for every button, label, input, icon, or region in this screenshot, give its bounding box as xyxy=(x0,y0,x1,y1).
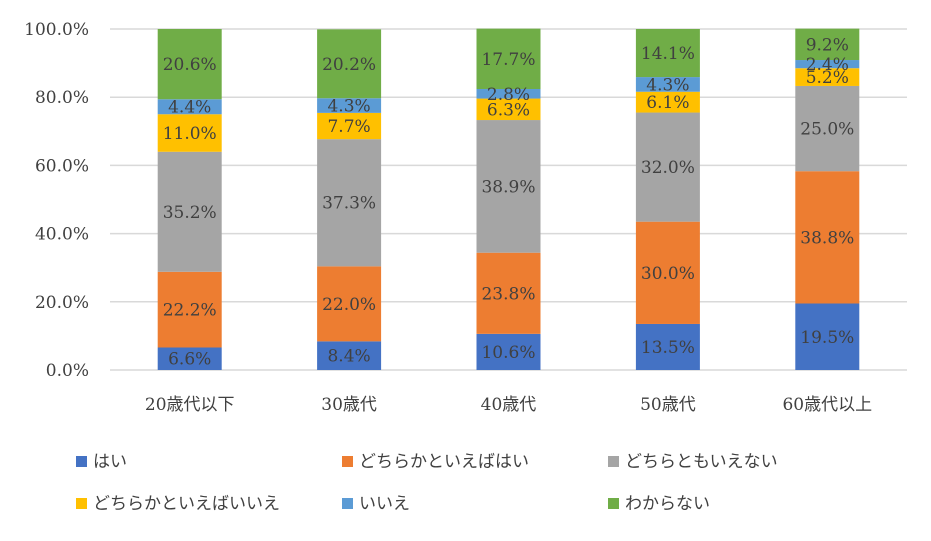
data-label: 20.6% xyxy=(163,55,217,75)
data-label: 4.3% xyxy=(646,75,689,95)
data-label: 17.7% xyxy=(481,50,535,70)
data-label: 25.0% xyxy=(800,120,854,140)
legend-swatch xyxy=(608,456,619,467)
bar-segment xyxy=(795,60,860,69)
legend-label: わからない xyxy=(625,494,710,514)
data-label: 6.6% xyxy=(168,350,211,370)
data-label: 13.5% xyxy=(641,338,695,358)
legend-swatch xyxy=(342,498,353,509)
category-label: 20歳代以下 xyxy=(145,395,235,415)
bar-segment xyxy=(317,139,382,267)
legend-label: どちらかといえばいいえ xyxy=(93,494,280,514)
bar-segment xyxy=(795,28,860,61)
data-label: 2.8% xyxy=(487,85,530,105)
bar-segment xyxy=(635,323,700,370)
category-label: 30歳代 xyxy=(321,395,377,415)
category-label: 60歳代以上 xyxy=(782,395,872,415)
data-label: 9.2% xyxy=(806,35,849,55)
data-label: 37.3% xyxy=(322,194,376,214)
y-tick-label: 20.0% xyxy=(35,293,89,313)
bar-segment xyxy=(635,29,700,78)
bar-segment xyxy=(157,29,222,100)
data-label: 14.1% xyxy=(641,44,695,64)
bar-segment xyxy=(317,29,382,99)
legend-label: はい xyxy=(93,452,127,472)
bar-segment xyxy=(795,171,860,304)
bar-segment xyxy=(795,303,860,370)
y-tick-label: 60.0% xyxy=(35,156,89,176)
y-tick-label: 100.0% xyxy=(24,20,89,40)
bar-segment xyxy=(157,347,222,370)
bar-segment xyxy=(635,91,700,113)
y-axis-tick-labels: 0.0% 20.0% 40.0% 60.0% 80.0% 100.0% xyxy=(24,20,89,381)
bar-segment xyxy=(476,89,541,99)
bar-segment xyxy=(476,252,541,334)
category-labels: 20歳代以下 30歳代 40歳代 50歳代 60歳代以上 xyxy=(145,395,872,415)
data-label: 7.7% xyxy=(327,117,370,137)
bar-segment xyxy=(157,114,222,152)
bar-segment xyxy=(635,77,700,92)
bar-segment xyxy=(317,341,382,370)
data-label: 32.0% xyxy=(641,158,695,178)
data-label: 2.4% xyxy=(806,55,849,75)
category-label: 40歳代 xyxy=(481,395,537,415)
bar-segment xyxy=(795,68,860,86)
bar-segment xyxy=(476,98,541,121)
bar-segment xyxy=(635,221,700,324)
bar-segment xyxy=(635,112,700,222)
data-label: 10.6% xyxy=(481,343,535,363)
data-label: 4.4% xyxy=(168,98,211,118)
data-label: 20.2% xyxy=(322,55,376,75)
data-label: 6.1% xyxy=(646,93,689,113)
data-label: 4.3% xyxy=(327,97,370,117)
data-label: 5.2% xyxy=(806,68,849,88)
data-label: 6.3% xyxy=(487,100,530,120)
data-label: 22.0% xyxy=(322,295,376,315)
data-label: 38.9% xyxy=(481,177,535,197)
data-label: 35.2% xyxy=(163,203,217,223)
bar-segment xyxy=(476,333,541,370)
legend-swatch xyxy=(76,456,87,467)
bar-segment xyxy=(157,151,222,272)
data-label: 11.0% xyxy=(163,124,217,144)
y-tick-label: 0.0% xyxy=(46,361,89,381)
bar-segment xyxy=(317,266,382,342)
bar-segment xyxy=(476,28,541,90)
bar-segment xyxy=(795,85,860,172)
data-labels: 6.6% 22.2% 35.2% 11.0% 4.4% 20.6% 8.4% 22.0% 37.… xyxy=(163,35,855,369)
legend-label: どちらともいえない xyxy=(625,452,778,472)
legend-swatch xyxy=(342,456,353,467)
data-label: 30.0% xyxy=(641,264,695,284)
legend-swatch xyxy=(76,498,87,509)
bar-segment xyxy=(157,99,222,115)
category-label: 50歳代 xyxy=(640,395,696,415)
legend-swatch xyxy=(608,498,619,509)
data-label: 8.4% xyxy=(327,347,370,367)
bars xyxy=(157,28,860,370)
legend-label: いいえ xyxy=(359,494,410,514)
data-label: 19.5% xyxy=(800,328,854,348)
y-tick-label: 80.0% xyxy=(35,88,89,108)
bar-segment xyxy=(476,120,541,253)
data-label: 22.2% xyxy=(163,301,217,321)
legend-label: どちらかといえばはい xyxy=(359,452,529,472)
data-label: 23.8% xyxy=(481,284,535,304)
bar-segment xyxy=(317,112,382,140)
bar-segment xyxy=(157,271,222,348)
bar-segment xyxy=(317,98,382,113)
data-label: 38.8% xyxy=(800,228,854,248)
y-tick-label: 40.0% xyxy=(35,225,89,245)
